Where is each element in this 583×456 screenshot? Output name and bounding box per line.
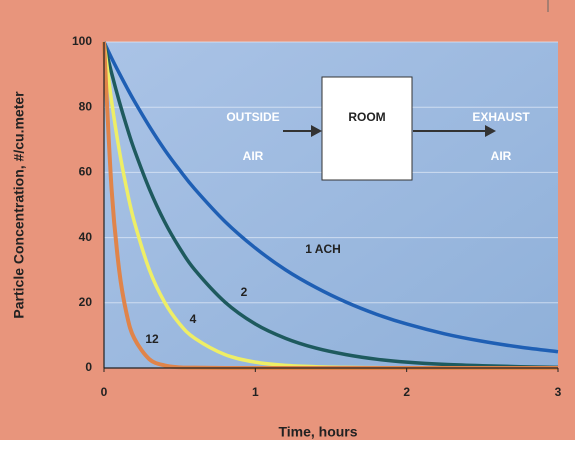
line — [102, 41, 559, 370]
series-label: 1 ACH — [305, 242, 341, 256]
annotation: ROOM — [348, 110, 385, 124]
y-axis-label: Particle Concentration, #/cu.meter — [11, 91, 27, 319]
y-tick-label: 80 — [79, 99, 93, 113]
x-tick-label: 2 — [403, 385, 410, 399]
annotation: AIR — [243, 149, 264, 163]
y-tick-label: 40 — [79, 230, 93, 244]
y-tick-label: 100 — [72, 34, 92, 48]
series-label: 4 — [190, 312, 197, 326]
series-label: 2 — [241, 285, 248, 299]
y-tick-label: 20 — [79, 295, 93, 309]
arrow-head — [485, 125, 496, 137]
annotation: EXHAUST — [472, 110, 530, 124]
x-tick-label: 0 — [101, 385, 108, 399]
x-tick-label: 3 — [555, 385, 562, 399]
room-box — [321, 76, 413, 181]
series-label: 12 — [145, 332, 159, 346]
line — [102, 41, 559, 354]
y-tick-label: 60 — [79, 165, 93, 179]
x-tick-label: 1 — [252, 385, 259, 399]
arrow-head — [311, 125, 322, 137]
annotation: AIR — [491, 149, 512, 163]
y-tick-label: 0 — [85, 360, 92, 374]
x-axis-label: Time, hours — [278, 424, 357, 440]
annotation: OUTSIDE — [226, 110, 279, 124]
